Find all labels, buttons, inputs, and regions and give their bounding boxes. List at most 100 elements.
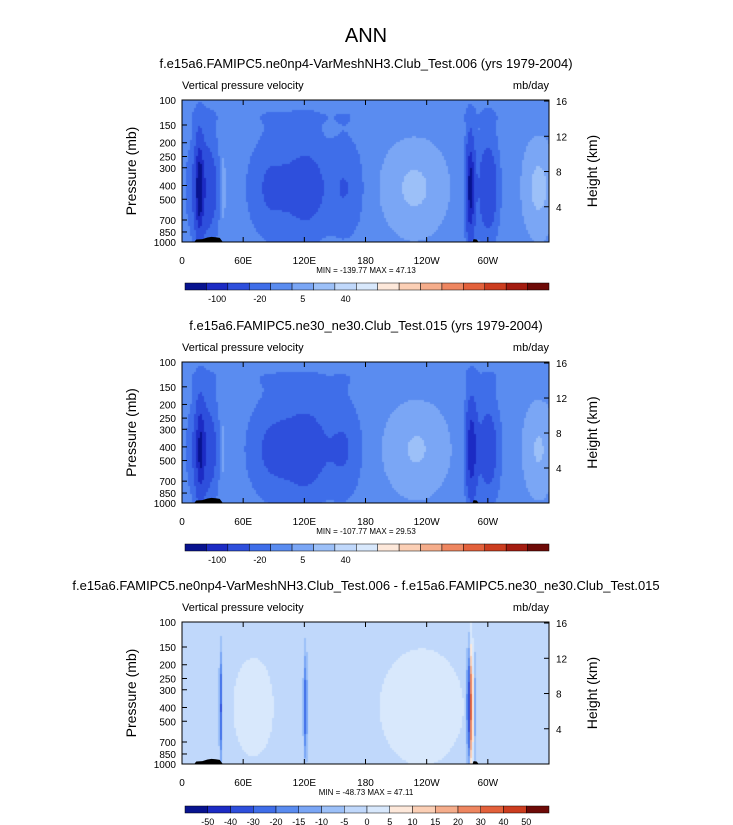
height-tick-label: 12 [556,394,568,405]
colorbar-swatch [420,282,443,291]
colorbar-swatch [298,805,322,814]
colorbar-label: 30 [476,817,486,825]
colorbar-swatch [435,805,459,814]
topography-africa [194,758,223,764]
height-tick-label: 16 [556,359,568,370]
height-tick-label: 12 [556,132,568,143]
colorbar-swatch [227,282,250,291]
y-tick-label: 700 [159,477,176,488]
x-tick-label: 180 [357,778,374,789]
y-tick-label: 850 [159,228,176,239]
colorbar-label: 20 [453,817,463,825]
colorbar-swatch [270,543,293,552]
colorbar-swatch [248,282,271,291]
x-tick-label: 120E [293,517,317,528]
y-tick-label: 400 [159,443,176,454]
colorbar-swatch [503,805,527,814]
min-max-stats: MIN = -107.77 MAX = 29.53 [316,527,416,536]
colorbar-label: 5 [387,817,392,825]
panel-1: f.e15a6.FAMIPC5.ne0np4-VarMeshNH3.Club_T… [123,56,600,304]
colorbar-swatch [484,282,507,291]
variable-label: Vertical pressure velocity [182,602,304,614]
colorbar-swatch [334,282,357,291]
colorbar-swatch [321,805,345,814]
colorbar-swatch [206,543,229,552]
colorbar-swatch [253,805,277,814]
min-max-stats: MIN = -48.73 MAX = 47.11 [319,788,414,797]
panel-title: f.e15a6.FAMIPC5.ne0np4-VarMeshNH3.Club_T… [159,56,572,71]
y-tick-label: 1000 [154,499,177,510]
units-label: mb/day [513,342,550,354]
topography-africa [194,497,223,503]
y-tick-label: 850 [159,489,176,500]
colorbar-label: -15 [292,817,305,825]
colorbar-swatch [344,805,368,814]
colorbar-swatch [389,805,413,814]
colorbar-swatch [457,805,481,814]
colorbar-swatch [227,543,250,552]
panel-2: f.e15a6.FAMIPC5.ne30_ne30.Club_Test.015 … [123,318,600,565]
y-tick-label: 100 [159,358,176,369]
colorbar-label: -30 [247,817,260,825]
colorbar: -100 -20 5 40 [184,282,550,304]
colorbar-label: 0 [364,817,369,825]
units-label: mb/day [513,602,550,614]
colorbar-swatch [480,805,504,814]
colorbar-swatch [526,805,550,814]
colorbar-swatch [184,543,207,552]
y-tick-label: 850 [159,750,176,761]
colorbar-label: 5 [300,555,305,565]
colorbar-label: -100 [208,555,226,565]
colorbar-swatch [184,282,207,291]
y-axis-title: Pressure (mb) [123,388,139,477]
colorbar-label: 10 [407,817,417,825]
colorbar-swatch [206,282,229,291]
panel-title: f.e15a6.FAMIPC5.ne0np4-VarMeshNH3.Club_T… [72,578,659,593]
topography-andes [472,761,479,764]
height-tick-label: 12 [556,654,568,665]
y-tick-label: 300 [159,164,176,175]
y-tick-label: 300 [159,686,176,697]
colorbar-label: -10 [315,817,328,825]
y-tick-label: 250 [159,153,176,164]
colorbar-label: -5 [340,817,348,825]
x-tick-label: 0 [179,517,185,528]
topography-africa [194,236,223,242]
y-tick-label: 400 [159,703,176,714]
colorbar-swatch [505,543,528,552]
variable-label: Vertical pressure velocity [182,80,304,92]
min-max-stats: MIN = -139.77 MAX = 47.13 [316,266,416,275]
right-axis-title: Height (km) [584,396,600,468]
y-tick-label: 200 [159,139,176,150]
colorbar-swatch [441,543,464,552]
colorbar-swatch [248,543,271,552]
colorbar-label: -40 [224,817,237,825]
colorbar-swatch [313,282,336,291]
height-tick-label: 4 [556,725,562,736]
y-tick-label: 700 [159,738,176,749]
colorbar-swatch [441,282,464,291]
topography-andes [472,239,479,242]
colorbar-swatch [366,805,390,814]
colorbar-swatch [527,543,550,552]
colorbar-label: 5 [300,294,305,304]
variable-label: Vertical pressure velocity [182,342,304,354]
colorbar-swatch [484,543,507,552]
colorbar-swatch [412,805,436,814]
x-tick-label: 120E [293,778,317,789]
y-tick-label: 1000 [154,238,177,249]
colorbar-label: 15 [430,817,440,825]
topography-andes [472,500,479,503]
x-tick-label: 120W [414,517,441,528]
y-tick-label: 1000 [154,760,177,771]
colorbar-swatch [207,805,231,814]
colorbar-swatch [377,282,400,291]
y-axis-title: Pressure (mb) [123,649,139,738]
right-axis-title: Height (km) [584,135,600,207]
x-tick-label: 0 [179,778,185,789]
x-tick-label: 0 [179,256,185,267]
y-tick-label: 150 [159,643,176,654]
colorbar-swatch [313,543,336,552]
contour-field [182,362,549,503]
